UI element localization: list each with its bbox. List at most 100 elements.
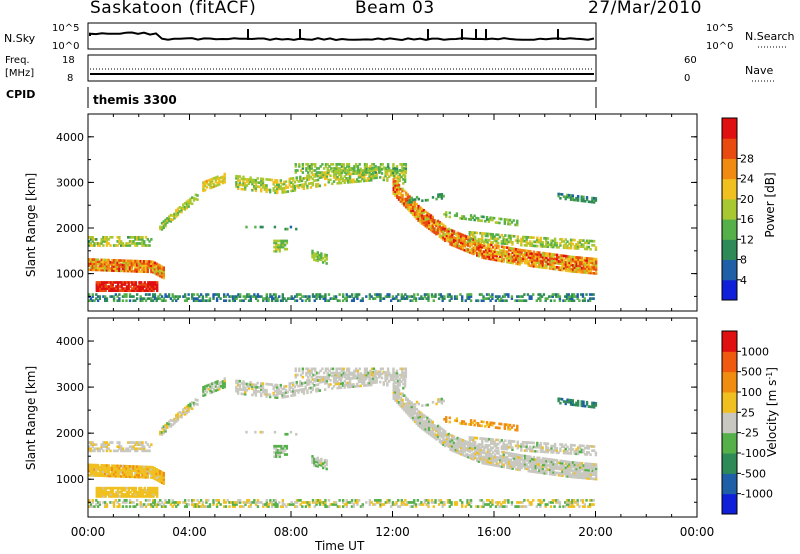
velocity-cell <box>502 459 506 463</box>
power-cell <box>484 246 488 250</box>
velocity-cell <box>274 383 277 387</box>
power-cell <box>557 268 561 271</box>
power-cell <box>483 252 486 256</box>
velocity-cell <box>356 371 360 375</box>
velocity-cell <box>132 445 135 449</box>
power-cell <box>350 299 354 303</box>
power-cell <box>308 167 312 170</box>
power-cell <box>157 273 160 277</box>
power-cell <box>511 259 514 263</box>
velocity-cell <box>395 377 398 380</box>
power-cell <box>98 264 102 268</box>
velocity-cell <box>561 461 564 465</box>
velocity-cell <box>127 495 130 498</box>
power-cell <box>185 202 189 206</box>
velocity-cell <box>550 472 553 476</box>
velocity-cell <box>173 421 176 425</box>
velocity-cell <box>354 367 358 371</box>
velocity-cell <box>334 378 338 382</box>
velocity-cell <box>358 375 361 379</box>
power-cell <box>310 171 313 174</box>
velocity-cell <box>125 495 129 498</box>
power-cell <box>507 293 510 296</box>
velocity-cell <box>290 390 293 393</box>
power-cell <box>482 240 486 244</box>
power-cell <box>440 236 443 240</box>
velocity-cell <box>359 384 362 388</box>
power-cell <box>584 256 587 260</box>
velocity-cell <box>452 449 456 453</box>
velocity-cell <box>539 471 543 475</box>
velocity-cell <box>107 447 110 451</box>
power-cell <box>267 188 270 192</box>
power-cell <box>525 261 529 265</box>
velocity-cell <box>518 453 521 457</box>
power-cell <box>411 299 414 303</box>
velocity-cell <box>128 441 132 444</box>
power-cell <box>93 262 96 266</box>
power-cell <box>89 260 93 263</box>
power-cell <box>435 228 438 232</box>
power-cell <box>507 295 510 298</box>
power-cell <box>488 255 491 259</box>
power-cell <box>143 297 146 300</box>
velocity-cell <box>118 470 121 474</box>
power-cell <box>141 285 145 288</box>
power-cell <box>564 242 567 245</box>
velocity-cell <box>318 389 322 392</box>
velocity-cell <box>127 469 130 472</box>
velocity-cell <box>115 490 118 494</box>
power-cell <box>311 293 315 296</box>
power-cell <box>125 244 128 247</box>
velocity-cell <box>422 426 426 430</box>
velocity-cell <box>148 445 151 449</box>
power-cell <box>585 239 589 243</box>
power-cell <box>160 221 164 225</box>
velocity-cell <box>378 373 381 377</box>
velocity-cell <box>293 389 297 393</box>
freq-label-1: Freq. <box>5 55 30 66</box>
power-cell <box>484 219 487 223</box>
velocity-cell <box>132 495 136 498</box>
power-cell <box>95 258 98 262</box>
power-cell <box>484 250 488 254</box>
power-cell <box>330 163 333 166</box>
velocity-cell <box>413 405 417 409</box>
velocity-cell <box>483 459 486 463</box>
power-cell <box>569 238 573 242</box>
power-cell <box>130 242 134 245</box>
velocity-cell <box>502 457 506 460</box>
velocity-cell <box>148 490 152 494</box>
velocity-cell <box>118 486 122 490</box>
velocity-cell <box>412 412 415 415</box>
power-cell <box>582 260 585 264</box>
power-cell <box>431 217 434 221</box>
velocity-cell <box>579 472 582 475</box>
velocity-cell <box>310 375 313 379</box>
power-cell <box>354 295 357 298</box>
power-cell <box>500 255 504 259</box>
power-cell <box>401 165 404 168</box>
power-cell <box>397 183 401 187</box>
power-cell <box>570 263 573 267</box>
power-cell <box>132 235 135 239</box>
power-cell <box>251 180 254 184</box>
power-cell <box>431 215 434 219</box>
velocity-cell <box>436 430 440 434</box>
velocity-cell <box>103 445 107 449</box>
power-cell <box>491 258 495 261</box>
power-cell <box>370 295 373 298</box>
power-cell <box>545 262 548 266</box>
velocity-cell <box>152 486 155 490</box>
velocity-cell <box>532 458 536 461</box>
velocity-cell <box>308 378 311 382</box>
power-cell <box>431 225 434 229</box>
power-cell <box>118 285 122 288</box>
colorbar-swatch <box>722 138 737 159</box>
velocity-cell <box>116 472 119 476</box>
power-cell <box>479 249 482 253</box>
velocity-cell <box>502 451 506 454</box>
power-cell <box>293 188 297 192</box>
power-cell <box>500 249 504 253</box>
power-cell <box>96 295 100 298</box>
